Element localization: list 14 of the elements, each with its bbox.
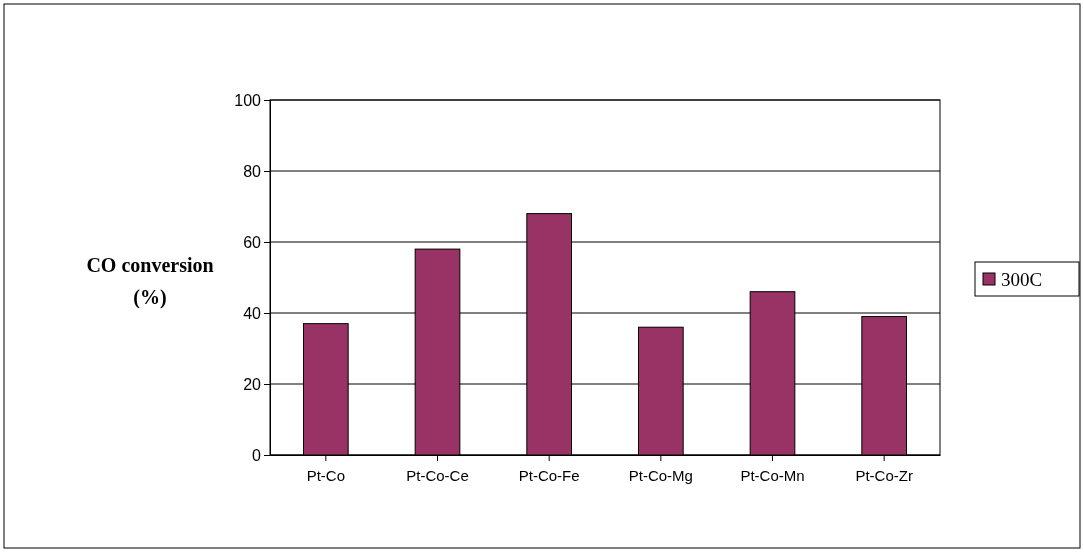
y-tick-label: 0 bbox=[252, 446, 262, 464]
y-tick-label: 20 bbox=[243, 375, 262, 393]
x-tick-label: Pt-Co-Mg bbox=[628, 466, 693, 484]
y-axis-title: CO conversion (%) bbox=[86, 254, 214, 309]
x-tick-label: Pt-Co-Ce bbox=[406, 466, 469, 484]
y-tick-label: 80 bbox=[243, 162, 262, 180]
y-tick-label: 100 bbox=[234, 91, 262, 109]
x-tick-label: Pt-Co-Zr bbox=[855, 466, 913, 484]
legend-label: 300C bbox=[1001, 269, 1043, 290]
x-tick-label: Pt-Co bbox=[306, 466, 346, 484]
y-tick-label: 60 bbox=[243, 233, 262, 251]
y-tick-label: 40 bbox=[243, 304, 262, 322]
x-tick-label: Pt-Co-Fe bbox=[518, 466, 580, 484]
x-tick-label: Pt-Co-Mn bbox=[740, 466, 805, 484]
